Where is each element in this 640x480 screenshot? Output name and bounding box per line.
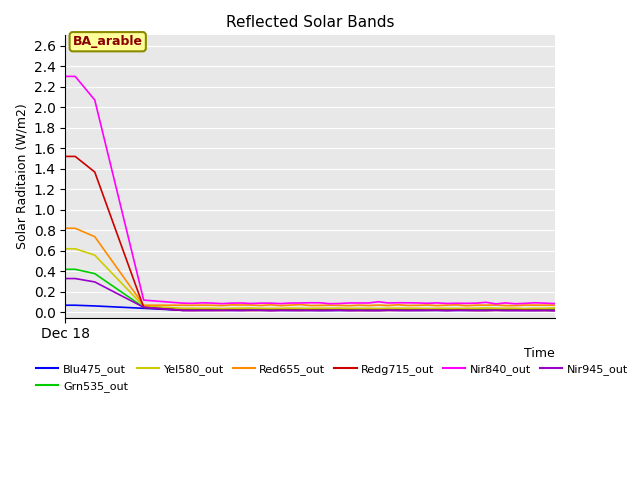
Nir840_out: [218, 301, 226, 307]
Red655_out: [385, 302, 392, 308]
Blu475_out: [413, 308, 421, 313]
Line: Nir840_out: Nir840_out: [65, 76, 554, 304]
Yel580_out: [208, 305, 216, 311]
Line: Red655_out: Red655_out: [65, 228, 554, 306]
Nir840_out: [550, 300, 558, 306]
Y-axis label: Solar Raditaion (W/m2): Solar Raditaion (W/m2): [15, 104, 28, 249]
Red655_out: [61, 226, 69, 231]
Line: Blu475_out: Blu475_out: [65, 305, 554, 311]
Grn535_out: [531, 306, 539, 312]
Redg715_out: [385, 308, 392, 313]
Nir840_out: [541, 300, 548, 306]
Nir840_out: [492, 301, 500, 307]
Grn535_out: [61, 266, 69, 272]
Yel580_out: [541, 305, 548, 311]
Yel580_out: [394, 305, 402, 311]
Blu475_out: [61, 302, 69, 308]
Red655_out: [550, 302, 558, 308]
Red655_out: [463, 303, 470, 309]
Nir840_out: [413, 300, 421, 306]
Redg715_out: [208, 308, 216, 313]
Line: Nir945_out: Nir945_out: [65, 278, 554, 311]
Red655_out: [218, 303, 226, 309]
Line: Grn535_out: Grn535_out: [65, 269, 554, 310]
Nir840_out: [208, 300, 216, 306]
Nir945_out: [61, 276, 69, 281]
Redg715_out: [541, 308, 548, 313]
Nir840_out: [169, 300, 177, 305]
Red655_out: [208, 302, 216, 308]
Nir840_out: [385, 300, 392, 306]
Nir945_out: [385, 307, 392, 313]
Grn535_out: [218, 306, 226, 312]
Grn535_out: [385, 306, 392, 312]
Yel580_out: [550, 305, 558, 311]
Line: Yel580_out: Yel580_out: [65, 249, 554, 309]
Nir945_out: [208, 308, 216, 313]
Yel580_out: [424, 306, 431, 312]
Yel580_out: [61, 246, 69, 252]
Text: BA_arable: BA_arable: [73, 35, 143, 48]
Line: Redg715_out: Redg715_out: [65, 156, 554, 311]
Blu475_out: [550, 308, 558, 313]
X-axis label: Time: Time: [524, 347, 554, 360]
Redg715_out: [169, 307, 177, 312]
Grn535_out: [541, 307, 548, 312]
Blu475_out: [541, 308, 548, 313]
Blu475_out: [208, 307, 216, 313]
Legend: Blu475_out, Grn535_out, Yel580_out, Red655_out, Redg715_out, Nir840_out, Nir945_: Blu475_out, Grn535_out, Yel580_out, Red6…: [32, 360, 632, 396]
Redg715_out: [550, 308, 558, 313]
Blu475_out: [385, 307, 392, 313]
Red655_out: [169, 302, 177, 308]
Nir945_out: [413, 307, 421, 313]
Yel580_out: [169, 305, 177, 311]
Red655_out: [541, 302, 548, 308]
Nir945_out: [541, 308, 548, 313]
Blu475_out: [218, 307, 226, 313]
Nir945_out: [550, 308, 558, 313]
Nir945_out: [169, 307, 177, 312]
Red655_out: [413, 302, 421, 308]
Grn535_out: [169, 306, 177, 312]
Grn535_out: [208, 306, 216, 312]
Redg715_out: [413, 307, 421, 313]
Nir945_out: [522, 308, 529, 313]
Yel580_out: [218, 306, 226, 312]
Redg715_out: [61, 154, 69, 159]
Nir840_out: [61, 73, 69, 79]
Grn535_out: [413, 306, 421, 312]
Blu475_out: [169, 307, 177, 313]
Grn535_out: [550, 306, 558, 312]
Redg715_out: [218, 308, 226, 313]
Yel580_out: [228, 305, 236, 311]
Title: Reflected Solar Bands: Reflected Solar Bands: [226, 15, 394, 30]
Nir945_out: [218, 308, 226, 313]
